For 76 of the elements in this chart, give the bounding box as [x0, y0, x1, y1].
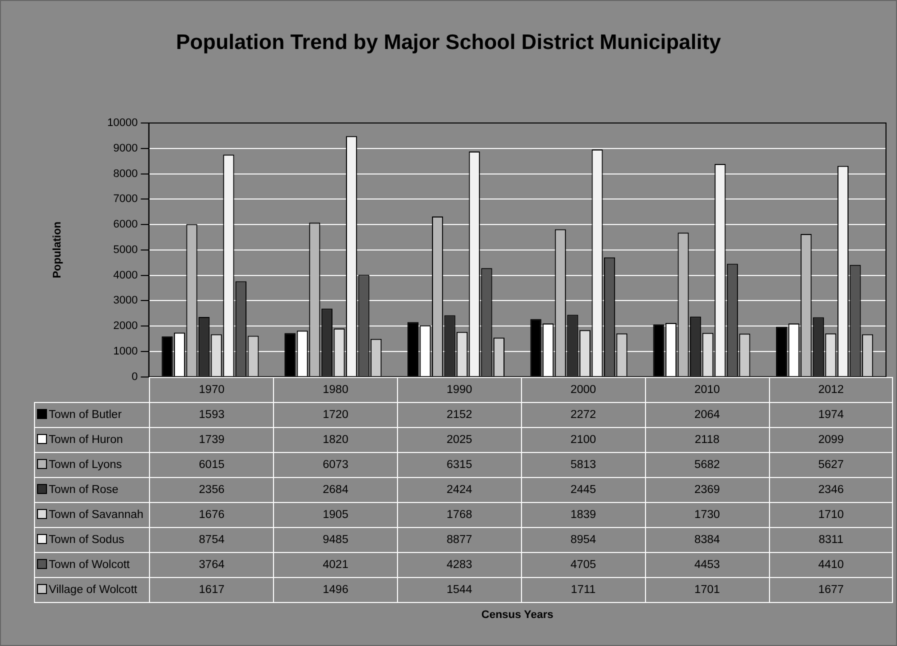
data-label: 2272	[521, 402, 646, 428]
y-tick-label: 7000	[113, 193, 138, 206]
data-label: 2424	[398, 477, 522, 502]
data-label: 1974	[769, 402, 893, 428]
y-tick-label: 3000	[113, 294, 138, 307]
data-label: 5682	[645, 452, 770, 478]
y-tick-label: 4000	[113, 269, 138, 282]
data-label: 9485	[274, 527, 398, 552]
data-label: 1839	[521, 502, 646, 528]
data-label: 1496	[274, 577, 398, 602]
data-label: 1820	[274, 427, 398, 452]
data-label: 3764	[150, 552, 274, 578]
data-label: 6073	[274, 452, 398, 478]
data-label: 1720	[274, 402, 398, 428]
data-label: 4453	[645, 552, 770, 578]
data-label: 2025	[398, 427, 522, 452]
y-tick-label: 8000	[113, 168, 138, 180]
legend-label: Town of Rose	[34, 477, 150, 502]
data-label: 1710	[769, 502, 893, 528]
data-label: 2064	[645, 402, 770, 428]
data-label: 2099	[769, 427, 893, 452]
data-label: 2346	[769, 477, 893, 502]
data-label: 8754	[150, 527, 274, 552]
x-tick-label: 2012	[769, 377, 893, 402]
data-label: 8877	[398, 527, 522, 552]
data-label: 2356	[150, 477, 274, 502]
x-tick-label: 1970	[150, 377, 274, 402]
data-label: 4283	[398, 552, 522, 578]
data-label: 2445	[521, 477, 646, 502]
data-label: 2118	[645, 427, 770, 452]
y-tick-label: 5000	[113, 244, 138, 256]
legend-label: Town of Wolcott	[34, 552, 150, 578]
legend-label: Town of Sodus	[34, 527, 150, 552]
x-tick-label: 1980	[274, 377, 398, 402]
legend-label: Village of Wolcott	[34, 577, 150, 602]
y-tick-label: 9000	[113, 142, 138, 154]
data-label: 5813	[521, 452, 646, 478]
data-label: 6315	[398, 452, 522, 478]
data-label: 1593	[150, 402, 274, 428]
x-tick-label: 2010	[645, 377, 770, 402]
data-label: 2152	[398, 402, 522, 428]
x-tick-label: 2000	[521, 377, 646, 402]
legend-label: Town of Lyons	[34, 452, 150, 478]
data-label: 8311	[769, 527, 893, 552]
data-label: 4410	[769, 552, 893, 578]
x-tick-label: 1990	[398, 377, 522, 402]
data-label: 8384	[645, 527, 770, 552]
data-label: 1730	[645, 502, 770, 528]
data-label: 4705	[521, 552, 646, 578]
data-label: 1701	[645, 577, 770, 602]
legend-label: Town of Butler	[34, 402, 150, 428]
y-tick-label: 6000	[113, 218, 138, 231]
data-label: 1617	[150, 577, 274, 602]
data-label: 1739	[150, 427, 274, 452]
legend-label: Town of Huron	[34, 427, 150, 452]
data-label: 2684	[274, 477, 398, 502]
data-label: 6015	[150, 452, 274, 478]
y-tick-label: 1000	[113, 345, 138, 358]
data-label: 1676	[150, 502, 274, 528]
data-label: 2369	[645, 477, 770, 502]
y-tick-label: 10000	[107, 117, 138, 130]
y-axis-title: Population	[52, 221, 64, 278]
data-label: 1905	[274, 502, 398, 528]
data-label: 1711	[521, 577, 646, 602]
data-label: 2100	[521, 427, 646, 452]
chart-title: Population Trend by Major School District Municipality	[175, 31, 722, 55]
y-tick-label: 2000	[113, 320, 138, 332]
data-label: 8954	[521, 527, 646, 552]
data-label: 1544	[398, 577, 522, 602]
y-tick-label: 0	[132, 370, 138, 383]
data-label: 4021	[274, 552, 398, 578]
data-label: 1768	[398, 502, 522, 528]
legend-label: Town of Savannah	[34, 502, 150, 528]
data-label: 5627	[769, 452, 893, 478]
data-label: 1677	[769, 577, 893, 602]
text: Census Years	[480, 608, 554, 621]
